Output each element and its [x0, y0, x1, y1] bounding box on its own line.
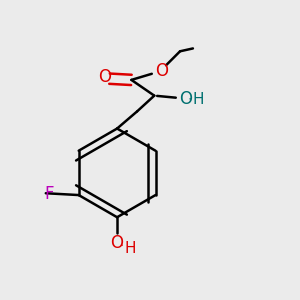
Text: O: O	[111, 234, 124, 252]
Text: O: O	[98, 68, 111, 86]
Text: F: F	[44, 184, 53, 202]
Text: O: O	[155, 62, 168, 80]
Text: H: H	[124, 241, 136, 256]
Text: O: O	[179, 89, 192, 107]
Text: H: H	[192, 92, 204, 107]
